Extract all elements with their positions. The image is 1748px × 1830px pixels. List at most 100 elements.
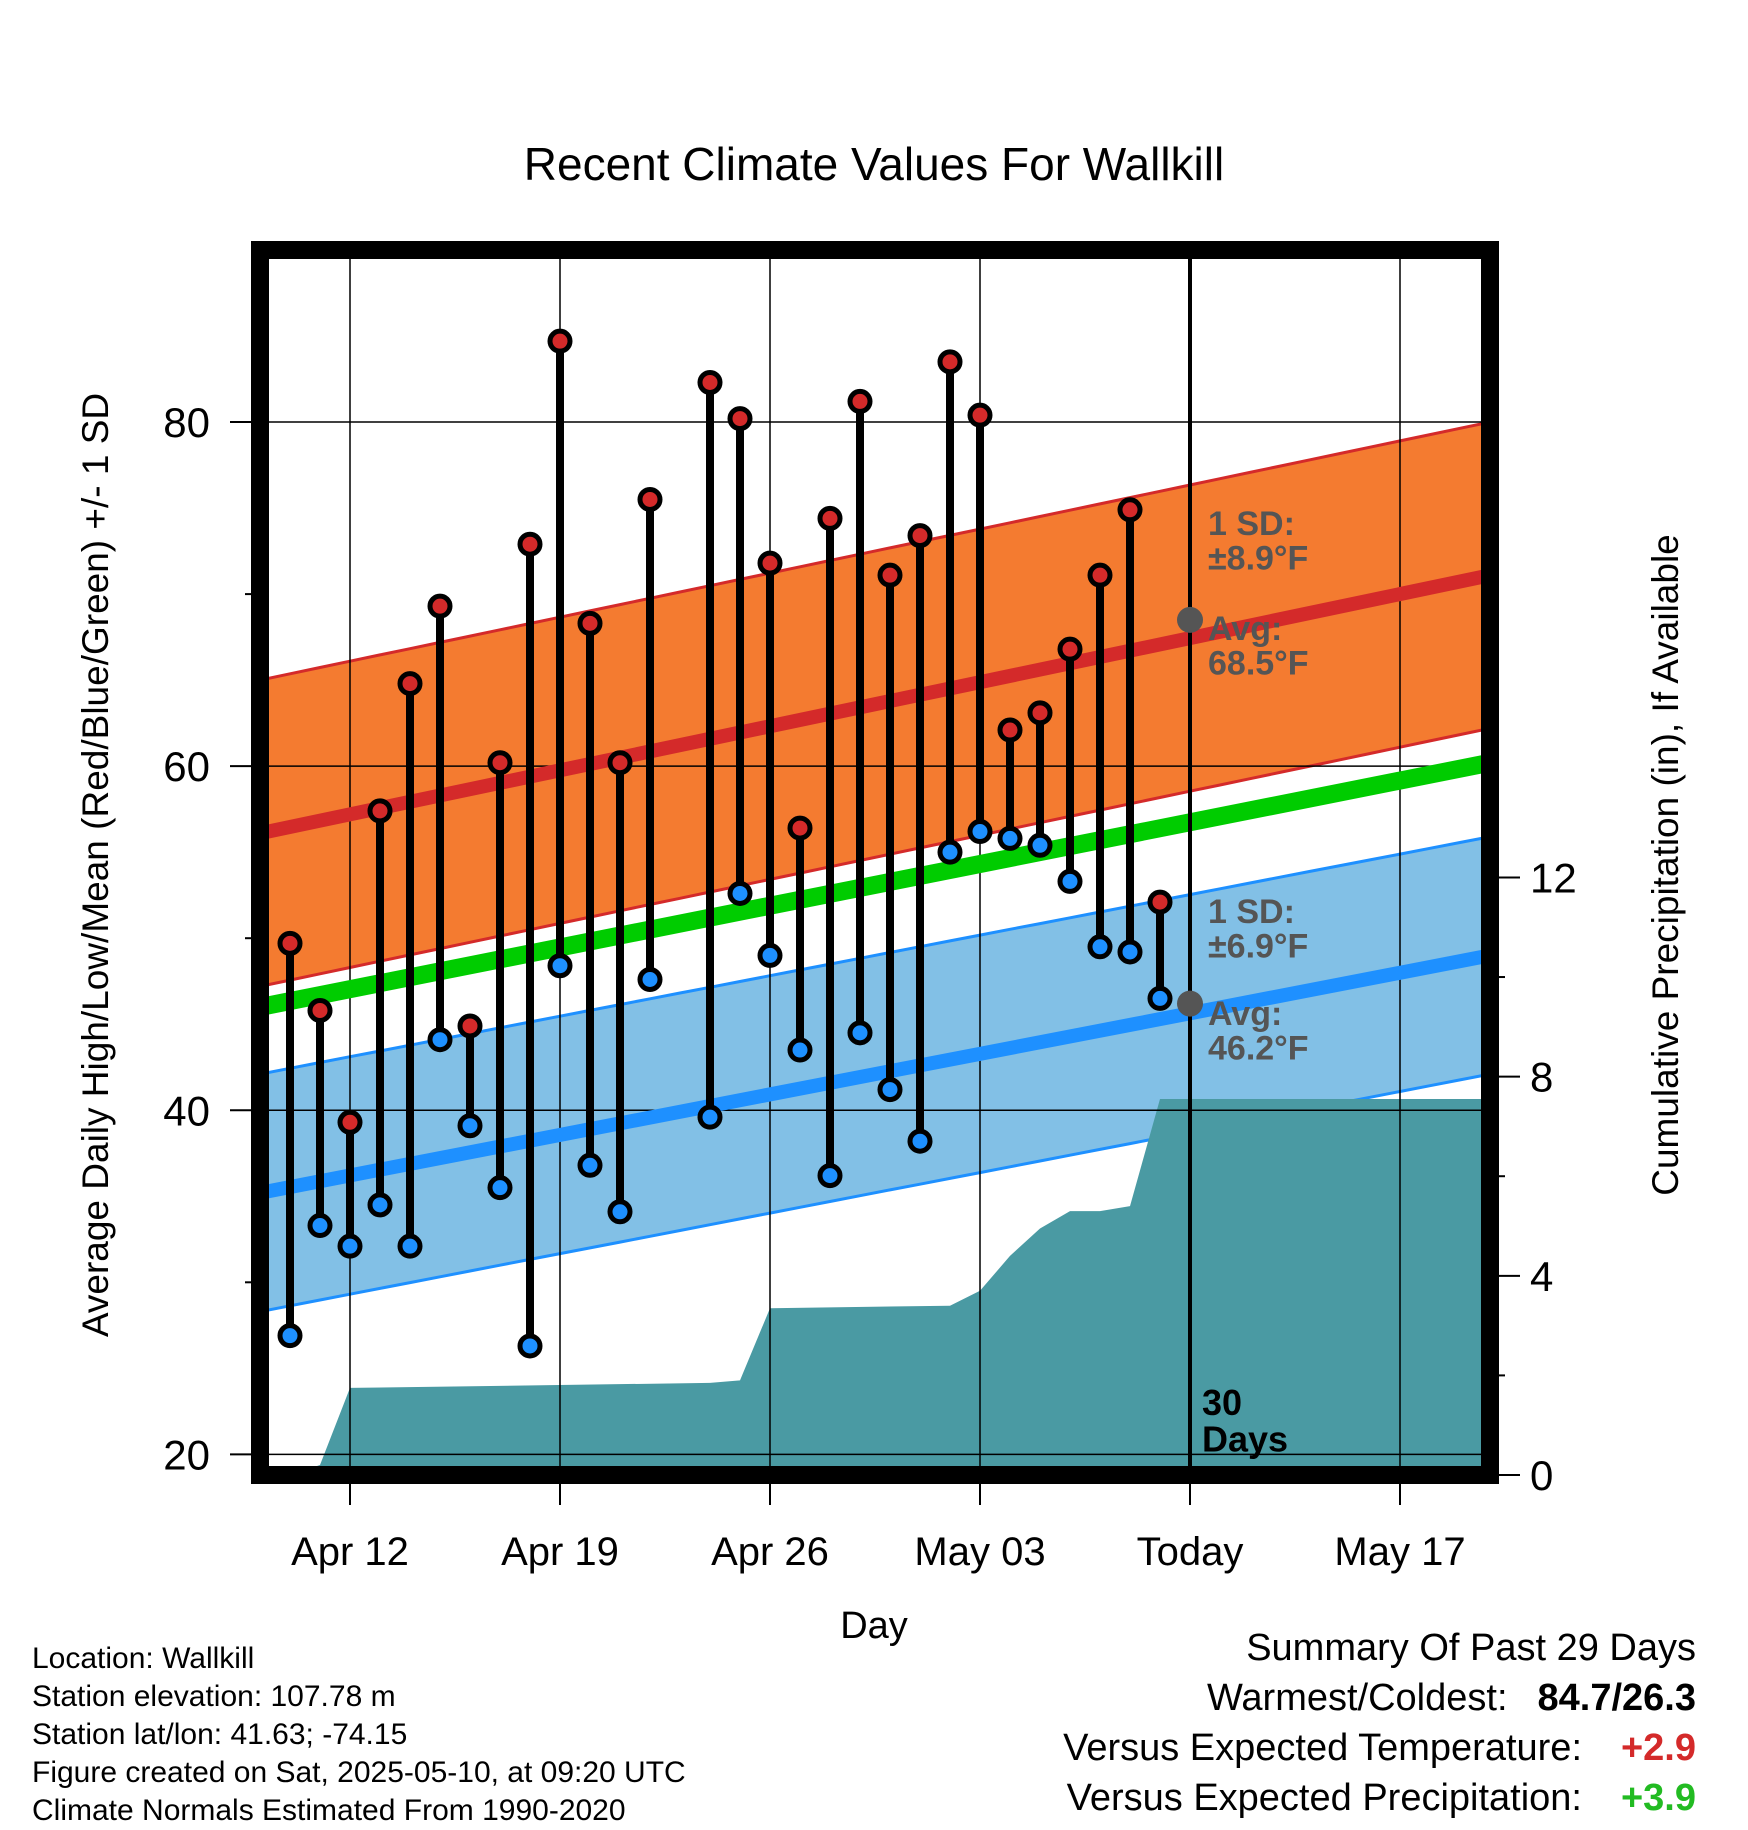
high-point bbox=[727, 406, 753, 432]
mean-normal-line bbox=[260, 753, 1490, 1016]
x-tick-label-5: May 17 bbox=[1334, 1530, 1465, 1574]
high-point bbox=[847, 388, 873, 414]
high-point bbox=[337, 1109, 363, 1135]
summary-temp: Versus Expected Temperature: +2.9 bbox=[1063, 1725, 1696, 1771]
y-tick-label-80: 80 bbox=[163, 399, 210, 446]
low-point bbox=[847, 1020, 873, 1046]
x-tick-label-1: Apr 19 bbox=[501, 1530, 619, 1574]
high-point bbox=[457, 1013, 483, 1039]
plot-frame bbox=[251, 241, 1499, 1484]
low-point bbox=[757, 942, 783, 968]
high-point bbox=[1027, 700, 1053, 726]
high-point bbox=[1117, 497, 1143, 523]
high-avg-annotation-line: Avg: bbox=[1208, 610, 1282, 648]
low-point bbox=[1147, 985, 1173, 1011]
low-point bbox=[937, 839, 963, 865]
low-point bbox=[367, 1192, 393, 1218]
high-point bbox=[697, 369, 723, 395]
y2-tick-label-0: 0 bbox=[1530, 1452, 1553, 1499]
days-annotation-line: 30 bbox=[1202, 1382, 1242, 1423]
low-sd-annotation-line: ±6.9°F bbox=[1208, 928, 1308, 966]
x-axis-label: Day bbox=[840, 1605, 908, 1647]
temp-value: +2.9 bbox=[1620, 1727, 1696, 1769]
low-sd-annotation-line: 1 SD: bbox=[1208, 893, 1295, 931]
high-sd-annotation-line: 1 SD: bbox=[1208, 505, 1295, 543]
high-point bbox=[547, 328, 573, 354]
daily-high-low-bars bbox=[277, 328, 1173, 1359]
low-point bbox=[697, 1104, 723, 1130]
warm-cold-label: Warmest/Coldest: bbox=[1206, 1677, 1508, 1719]
high-point bbox=[307, 997, 333, 1023]
high-point bbox=[367, 798, 393, 824]
high-normal-line bbox=[260, 568, 1490, 841]
low-point bbox=[1087, 934, 1113, 960]
info-location: Location: Wallkill bbox=[32, 1642, 255, 1675]
days-annotation-line: Days bbox=[1202, 1419, 1288, 1460]
low-point bbox=[1117, 939, 1143, 965]
low-point bbox=[1027, 832, 1053, 858]
low-point bbox=[907, 1128, 933, 1154]
low-point bbox=[277, 1323, 303, 1349]
normal-lines bbox=[260, 568, 1490, 1200]
high-point bbox=[607, 750, 633, 776]
y2-tick-label-12: 12 bbox=[1530, 854, 1577, 901]
x-axis: Apr 12 Apr 19 Apr 26 May 03 Today May 17 bbox=[291, 1475, 1466, 1574]
low-point bbox=[427, 1027, 453, 1053]
high-avg-annotation: Avg: 68.5°F bbox=[1208, 610, 1309, 683]
y-tick-label-40: 40 bbox=[163, 1087, 210, 1134]
temp-label: Versus Expected Temperature: bbox=[1063, 1727, 1582, 1769]
warm-cold-value: 84.7/26.3 bbox=[1537, 1677, 1696, 1719]
high-point bbox=[817, 505, 843, 531]
low-point bbox=[607, 1199, 633, 1225]
high-point bbox=[277, 930, 303, 956]
high-band-upper-edge bbox=[260, 420, 1490, 682]
x-tick-label-0: Apr 12 bbox=[291, 1530, 409, 1574]
low-point bbox=[727, 880, 753, 906]
precip-label: Versus Expected Precipitation: bbox=[1066, 1777, 1582, 1819]
low-point bbox=[997, 825, 1023, 851]
low-point bbox=[637, 966, 663, 992]
high-point bbox=[1087, 562, 1113, 588]
high-point bbox=[997, 717, 1023, 743]
info-created: Figure created on Sat, 2025-05-10, at 09… bbox=[32, 1756, 686, 1789]
y-axis-right: 0 4 8 12 bbox=[1490, 854, 1577, 1499]
y-axis-label: Average Daily High/Low/Mean (Red/Blue/Gr… bbox=[75, 393, 116, 1337]
low-avg-annotation: Avg: 46.2°F bbox=[1208, 995, 1309, 1068]
high-point bbox=[787, 815, 813, 841]
x-tick-label-4: Today bbox=[1137, 1530, 1244, 1574]
info-elevation: Station elevation: 107.78 m bbox=[32, 1680, 396, 1713]
high-point bbox=[427, 593, 453, 619]
high-point bbox=[487, 750, 513, 776]
low-point bbox=[1057, 868, 1083, 894]
low-point bbox=[487, 1175, 513, 1201]
high-point bbox=[907, 523, 933, 549]
y-tick-label-60: 60 bbox=[163, 743, 210, 790]
precip-value: +3.9 bbox=[1620, 1777, 1696, 1819]
high-sd-annotation: 1 SD: ±8.9°F bbox=[1208, 505, 1308, 578]
days-annotation: 30 Days bbox=[1202, 1382, 1288, 1460]
high-point bbox=[937, 349, 963, 375]
summary-title: Summary Of Past 29 Days bbox=[1246, 1627, 1696, 1669]
low-point bbox=[967, 819, 993, 845]
high-sd-annotation-line: ±8.9°F bbox=[1208, 540, 1308, 578]
summary-warm-cold: Warmest/Coldest: 84.7/26.3 bbox=[1207, 1675, 1696, 1721]
low-point bbox=[577, 1152, 603, 1178]
high-band-lower-edge bbox=[260, 726, 1490, 988]
info-latlon: Station lat/lon: 41.63; -74.15 bbox=[32, 1718, 408, 1751]
low-point bbox=[397, 1233, 423, 1259]
high-point bbox=[1147, 889, 1173, 915]
low-point bbox=[787, 1037, 813, 1063]
low-point bbox=[337, 1233, 363, 1259]
info-normals: Climate Normals Estimated From 1990-2020 bbox=[32, 1794, 626, 1827]
high-point bbox=[637, 486, 663, 512]
y-axis-left: 20 40 60 80 bbox=[163, 399, 260, 1478]
y2-tick-label-4: 4 bbox=[1530, 1253, 1553, 1300]
low-normal-line bbox=[260, 948, 1490, 1200]
high-point bbox=[757, 550, 783, 576]
low-avg-annotation-line: 46.2°F bbox=[1208, 1030, 1309, 1068]
y2-tick-label-8: 8 bbox=[1530, 1054, 1553, 1101]
high-avg-today-dot bbox=[1177, 606, 1203, 633]
low-point bbox=[517, 1333, 543, 1359]
